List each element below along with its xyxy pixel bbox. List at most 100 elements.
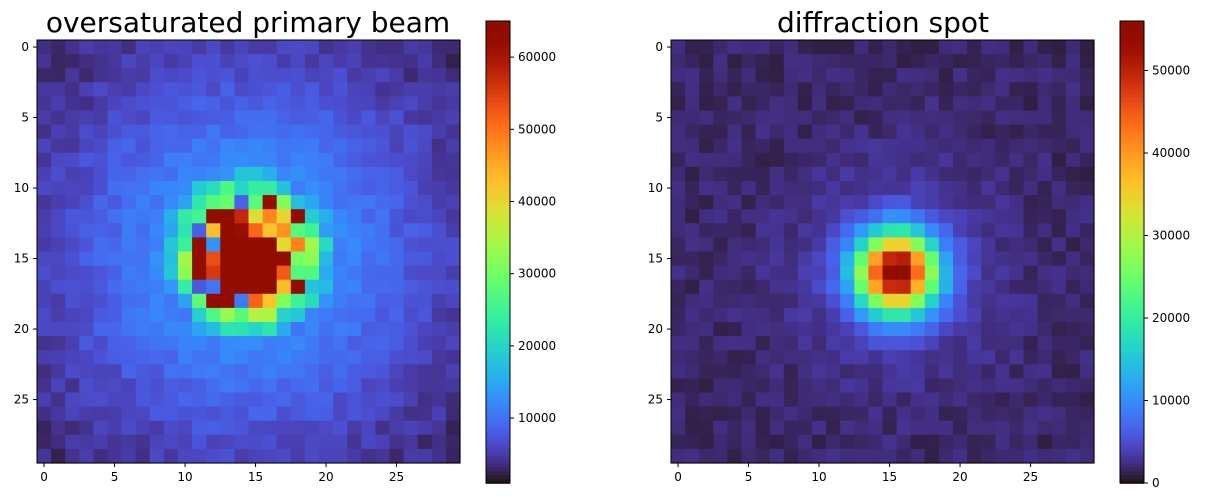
colorbar-tick-label: 50000: [518, 122, 556, 136]
heatmap-cell: [389, 364, 405, 379]
heatmap-cell: [896, 420, 912, 436]
heatmap-cell: [840, 251, 855, 267]
heatmap-cell: [319, 138, 334, 154]
heatmap-cell: [769, 181, 785, 196]
heatmap-cell: [135, 265, 151, 281]
heatmap-cell: [1051, 138, 1067, 154]
heatmap-cell: [727, 138, 743, 154]
heatmap-cell: [248, 420, 264, 436]
heatmap-cell: [910, 350, 926, 365]
heatmap-cell: [445, 265, 461, 281]
colorbar-segment: [486, 309, 510, 315]
heatmap-cell: [882, 293, 898, 309]
colorbar-segment: [1120, 90, 1144, 95]
heatmap-cell: [671, 279, 686, 295]
heatmap-cell: [882, 406, 898, 422]
heatmap-cell: [135, 181, 151, 196]
heatmap-cell: [953, 181, 968, 196]
heatmap-cell: [699, 293, 714, 309]
heatmap-cell: [276, 96, 292, 112]
heatmap-cell: [854, 96, 869, 112]
heatmap-cell: [290, 40, 306, 55]
heatmap-cell: [290, 293, 306, 309]
heatmap-cell: [445, 350, 461, 365]
heatmap-cell: [896, 166, 912, 182]
heatmap-cell: [220, 96, 235, 112]
heatmap-cell: [699, 364, 714, 379]
heatmap-cell: [699, 322, 714, 337]
heatmap-cell: [1009, 40, 1025, 55]
heatmap-cell: [220, 209, 235, 224]
heatmap-cell: [220, 364, 235, 379]
heatmap-cell: [713, 124, 728, 140]
heatmap-cell: [868, 152, 884, 168]
heatmap-cell: [234, 166, 250, 182]
colorbar-segment: [486, 248, 510, 253]
heatmap-cell: [1051, 350, 1067, 365]
heatmap-cell: [319, 195, 334, 210]
heatmap-cell: [262, 378, 278, 394]
heatmap-cell: [1051, 54, 1067, 69]
heatmap-cell: [1065, 82, 1081, 97]
heatmap-cell: [755, 110, 771, 126]
colorbar-segment: [1120, 109, 1144, 115]
heatmap-cell: [445, 307, 461, 323]
heatmap-cell: [1037, 68, 1053, 83]
heatmap-cell: [403, 110, 419, 126]
heatmap-cell: [319, 307, 334, 323]
heatmap-cell: [389, 251, 405, 267]
heatmap-cell: [769, 350, 785, 365]
heatmap-cell: [854, 195, 869, 210]
heatmap-cell: [403, 54, 419, 69]
heatmap-cell: [910, 166, 926, 182]
heatmap-cell: [1023, 350, 1039, 365]
heatmap-cell: [953, 82, 968, 97]
heatmap-cell: [290, 279, 306, 295]
heatmap-cell: [319, 364, 334, 379]
heatmap-cell: [826, 166, 841, 182]
heatmap-cell: [671, 195, 686, 210]
heatmap-cell: [755, 350, 771, 365]
heatmap-cell: [755, 406, 771, 422]
heatmap-cell: [417, 223, 433, 238]
heatmap-cell: [826, 322, 841, 337]
heatmap-cell: [51, 392, 66, 408]
heatmap-cell: [769, 448, 785, 464]
heatmap-cell: [713, 293, 728, 309]
heatmap-cell: [924, 251, 940, 267]
heatmap-cell: [445, 110, 461, 126]
heatmap-cell: [276, 265, 292, 281]
colorbar-segment: [486, 325, 510, 330]
colorbar-segment: [486, 105, 510, 111]
heatmap-cell: [755, 237, 771, 253]
heatmap-cell: [685, 336, 700, 351]
heatmap-cell: [347, 279, 362, 295]
heatmap-cell: [206, 209, 221, 224]
heatmap-cell: [417, 448, 433, 464]
heatmap-cell: [79, 434, 94, 450]
heatmap-cell: [826, 54, 841, 69]
colorbar-segment: [486, 163, 510, 169]
colorbar-segment: [1120, 321, 1144, 326]
heatmap-cell: [1023, 82, 1039, 97]
heatmap-cell: [234, 293, 250, 309]
heatmap-cell: [910, 68, 926, 83]
x-axis-ticks: 0 5 10 15 20 25: [674, 463, 1038, 484]
heatmap-cell: [882, 181, 898, 196]
heatmap-cell: [417, 265, 433, 281]
heatmap-cell: [981, 448, 996, 464]
heatmap-cell: [65, 124, 80, 140]
heatmap-cell: [206, 392, 221, 408]
heatmap-cell: [79, 195, 94, 210]
colorbar-segment: [486, 236, 510, 242]
heatmap-cell: [953, 265, 968, 281]
heatmap-cell: [262, 152, 278, 168]
heatmap-cell: [121, 322, 137, 337]
heatmap-cell: [924, 378, 940, 394]
heatmap-cell: [192, 237, 207, 253]
heatmap-cell: [290, 350, 306, 365]
heatmap-cell: [248, 54, 264, 69]
heatmap-cell: [206, 293, 221, 309]
colorbar-segment: [486, 452, 510, 457]
heatmap-cell: [375, 322, 391, 337]
